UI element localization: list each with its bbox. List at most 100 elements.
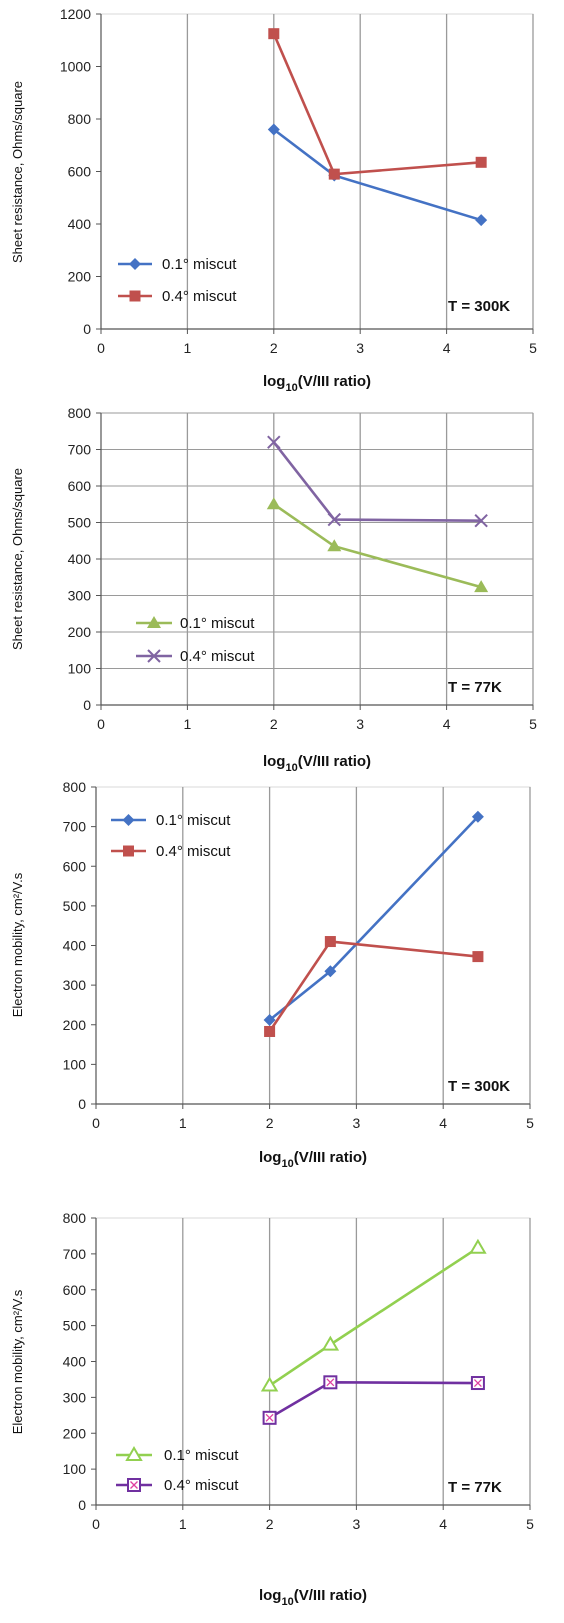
series-line-1 bbox=[273, 503, 482, 589]
x-tick-label: 5 bbox=[529, 340, 537, 356]
data-point-s2-3 bbox=[470, 1376, 485, 1391]
x-tick-label: 0 bbox=[97, 340, 105, 356]
data-point-s1-3 bbox=[471, 810, 484, 823]
data-point-s2-2 bbox=[328, 168, 340, 180]
legend-label-2: 0.4° miscut bbox=[164, 1477, 239, 1494]
temperature-annotation: T = 77K bbox=[448, 679, 502, 696]
x-axis-title-subscript: 10 bbox=[285, 382, 297, 394]
y-tick-label: 800 bbox=[63, 780, 87, 795]
chart-3: 0 100 200 300 400 500 600 700 800 0 1 2 3 4 5 Electron … bbox=[10, 780, 534, 1170]
temperature-annotation: T = 77K bbox=[448, 1479, 502, 1496]
y-tick-label: 1000 bbox=[60, 59, 91, 75]
x-tick-label: 0 bbox=[92, 1516, 100, 1532]
x-tick-label: 2 bbox=[270, 340, 278, 356]
legend-marker-1 bbox=[129, 258, 141, 270]
series-line-1 bbox=[268, 1246, 479, 1387]
y-axis-title: Sheet resistance, Ohms/square bbox=[10, 468, 25, 650]
x-axis-title-subscript: 10 bbox=[281, 1596, 293, 1608]
y-tick-label: 300 bbox=[68, 588, 92, 604]
legend-marker-2-stroke-b bbox=[130, 1481, 138, 1489]
legend-marker-2 bbox=[123, 845, 134, 857]
y-tick-label: 0 bbox=[78, 1497, 86, 1513]
x-tick-label: 4 bbox=[439, 1115, 447, 1131]
y-tick-label: 600 bbox=[63, 1282, 87, 1298]
y-tick-label: 600 bbox=[68, 164, 92, 180]
data-point-s1-3 bbox=[474, 580, 489, 593]
y-axis-title: Electron mobility, cm²/V.s bbox=[10, 872, 25, 1017]
y-tick-label: 700 bbox=[63, 819, 87, 835]
data-point-s2-1 bbox=[268, 28, 280, 40]
x-axis-title: log10(V/III ratio) bbox=[259, 1587, 367, 1608]
legend-label-1: 0.1° miscut bbox=[156, 812, 231, 829]
data-point-s2-2 bbox=[327, 512, 341, 527]
legend-marker-1 bbox=[147, 616, 161, 628]
temperature-annotation: T = 300K bbox=[448, 298, 510, 315]
x-tick-label: 3 bbox=[353, 1516, 361, 1532]
y-tick-label: 700 bbox=[63, 1246, 87, 1262]
x-tick-label: 5 bbox=[526, 1115, 534, 1131]
chart-1: 0 200 400 600 800 1000 1200 0 1 2 3 4 5 Sheet resista… bbox=[10, 6, 537, 394]
x-axis-title: log10(V/III ratio) bbox=[259, 1149, 367, 1170]
x-axis-title-rest: (V/III ratio) bbox=[298, 753, 371, 770]
y-tick-label: 400 bbox=[68, 216, 92, 232]
data-point-s1-2 bbox=[324, 965, 337, 978]
y-tick-label: 500 bbox=[63, 1318, 87, 1334]
legend-label-1: 0.1° miscut bbox=[180, 615, 255, 632]
data-point-s1-1 bbox=[266, 497, 281, 510]
data-point-s2-2 bbox=[324, 936, 336, 948]
y-tick-label: 0 bbox=[78, 1096, 86, 1112]
data-point-s2-3 bbox=[474, 513, 488, 528]
series-line-2 bbox=[272, 441, 482, 522]
data-point-s2-1 bbox=[267, 435, 281, 449]
y-tick-label: 600 bbox=[63, 858, 87, 874]
data-point-s1-1 bbox=[260, 1376, 279, 1392]
x-tick-label: 3 bbox=[353, 1115, 361, 1131]
y-tick-label: 200 bbox=[63, 1017, 87, 1033]
y-tick-label: 0 bbox=[83, 697, 91, 713]
plot-area bbox=[100, 13, 534, 330]
x-axis-title-rest: (V/III ratio) bbox=[294, 1149, 367, 1166]
data-point-s1-3 bbox=[475, 214, 488, 227]
legend-marker-2 bbox=[129, 290, 141, 302]
legend-marker-2 bbox=[147, 649, 161, 663]
y-tick-label: 500 bbox=[68, 515, 92, 531]
y-axis-title: Sheet resistance, Ohms/square bbox=[10, 81, 25, 263]
chart-2: 0 100 200 300 400 500 600 700 800 0 1 2 3 4 5 Sheet res… bbox=[10, 405, 537, 774]
legend-marker-2-stroke-b bbox=[147, 649, 161, 663]
y-tick-label: 300 bbox=[63, 977, 87, 993]
y-tick-label: 100 bbox=[63, 1056, 87, 1072]
x-axis-title-rest: (V/III ratio) bbox=[298, 373, 371, 390]
x-axis-title-main: log bbox=[263, 373, 286, 390]
y-tick-label: 800 bbox=[68, 405, 92, 421]
y-tick-label: 500 bbox=[63, 898, 87, 914]
y-tick-label: 200 bbox=[68, 269, 92, 285]
plot-area bbox=[95, 786, 531, 1105]
data-point-s1-2 bbox=[327, 539, 342, 552]
x-tick-label: 2 bbox=[270, 716, 278, 732]
y-tick-label: 400 bbox=[68, 551, 92, 567]
legend-label-2: 0.4° miscut bbox=[162, 288, 237, 305]
data-point-s1-2 bbox=[321, 1335, 340, 1351]
series-line-2 bbox=[268, 940, 479, 1033]
x-tick-label: 1 bbox=[179, 1516, 187, 1532]
legend-label-1: 0.1° miscut bbox=[164, 1447, 239, 1464]
x-axis-title-main: log bbox=[259, 1149, 282, 1166]
x-axis-title-rest: (V/III ratio) bbox=[294, 1587, 367, 1604]
x-axis-title-main: log bbox=[263, 753, 286, 770]
data-point-s2-1 bbox=[262, 1410, 277, 1425]
data-point-s2-3-stroke-b bbox=[473, 1379, 482, 1387]
x-axis-title: log10(V/III ratio) bbox=[263, 373, 371, 394]
y-tick-label: 800 bbox=[68, 111, 92, 127]
y-tick-label: 200 bbox=[63, 1425, 87, 1441]
data-point-s2-2-stroke-b bbox=[326, 1378, 335, 1387]
y-axis-title: Electron mobility, cm²/V.s bbox=[10, 1289, 25, 1434]
y-tick-label: 200 bbox=[68, 624, 92, 640]
x-tick-label: 1 bbox=[179, 1115, 187, 1131]
legend-label-1: 0.1° miscut bbox=[162, 256, 237, 273]
y-tick-label: 300 bbox=[63, 1389, 87, 1405]
legend-marker-2 bbox=[127, 1478, 141, 1492]
data-point-s2-3 bbox=[472, 951, 484, 963]
x-tick-label: 5 bbox=[526, 1516, 534, 1532]
data-point-s2-1 bbox=[264, 1025, 276, 1037]
data-point-s1-1 bbox=[263, 1013, 276, 1026]
